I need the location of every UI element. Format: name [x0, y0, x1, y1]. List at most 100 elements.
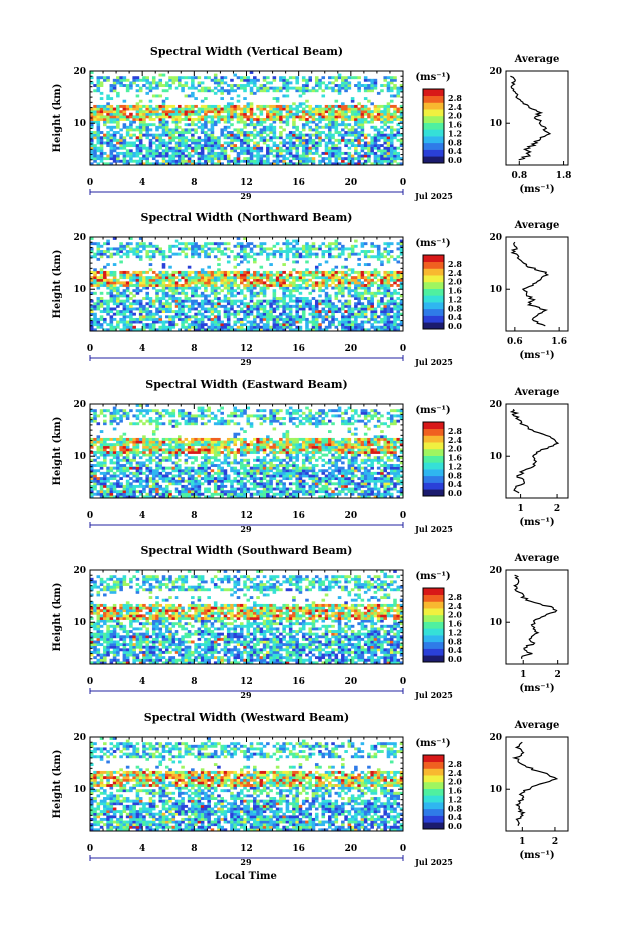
heatmap-cell	[135, 104, 140, 108]
heatmap-cell	[337, 310, 342, 314]
heatmap-cell	[256, 323, 260, 327]
heatmap-cell	[90, 118, 94, 121]
heatmap-cell	[311, 297, 316, 300]
heatmap-cell	[236, 76, 241, 80]
heatmap-cell	[262, 474, 267, 478]
heatmap-cell	[305, 490, 309, 494]
heatmap-cell	[230, 136, 234, 140]
heatmap-cell	[187, 487, 192, 491]
heatmap-cell	[116, 76, 120, 80]
heatmap-cell	[168, 310, 172, 314]
heatmap-cell	[292, 146, 296, 150]
heatmap-cell	[93, 302, 97, 306]
heatmap-cell	[308, 104, 313, 108]
heatmap-cell	[266, 146, 270, 150]
heatmap-cell	[112, 297, 117, 300]
heatmap-cell	[204, 123, 208, 127]
heatmap-cell	[347, 115, 352, 119]
heatmap-cell	[161, 157, 166, 161]
heatmap-cell	[171, 294, 176, 298]
heatmap-cell	[194, 317, 198, 321]
heatmap-cell	[220, 273, 224, 277]
heatmap-cell	[158, 307, 163, 311]
heatmap-cell	[90, 141, 94, 145]
heatmap-cell	[301, 250, 306, 253]
heatmap-cell	[207, 315, 211, 319]
heatmap-cell	[191, 281, 195, 285]
heatmap-cell	[164, 112, 169, 116]
heatmap-cell	[223, 104, 228, 108]
heatmap-cell	[99, 157, 104, 161]
heatmap-cell	[282, 320, 286, 324]
heatmap-cell	[373, 479, 378, 483]
heatmap-cell	[194, 250, 198, 253]
heatmap-cell	[112, 157, 117, 161]
heatmap-cell	[204, 252, 208, 256]
heatmap-cell	[164, 474, 169, 478]
heatmap-cell	[109, 107, 114, 111]
heatmap-cell	[266, 81, 270, 85]
heatmap-cell	[194, 471, 198, 475]
heatmap-cell	[135, 270, 140, 274]
heatmap-cell	[269, 310, 273, 314]
heatmap-cell	[301, 492, 306, 496]
heatmap-cell	[184, 244, 189, 248]
heatmap-cell	[129, 307, 133, 311]
heatmap-cell	[210, 273, 215, 277]
heatmap-cell	[360, 110, 365, 114]
heatmap-cell	[243, 115, 247, 119]
heatmap-cell	[363, 159, 368, 163]
heatmap-cell	[301, 128, 306, 132]
heatmap-cell	[112, 281, 117, 285]
heatmap-cell	[328, 81, 332, 85]
heatmap-cell	[145, 315, 149, 319]
heatmap-cell	[350, 104, 355, 108]
heatmap-cell	[269, 138, 273, 142]
heatmap-cell	[164, 255, 169, 259]
heatmap-cell	[99, 482, 104, 486]
heatmap-cell	[99, 323, 104, 327]
heatmap-cell	[90, 120, 94, 124]
heatmap-cell	[383, 107, 387, 111]
heatmap-cell	[191, 133, 195, 137]
heatmap-cell	[288, 482, 293, 486]
heatmap-cell	[109, 490, 114, 494]
heatmap-cell	[181, 286, 185, 290]
heatmap-cell	[230, 276, 234, 280]
heatmap-cell	[314, 141, 319, 145]
heatmap-cell	[200, 154, 205, 158]
heatmap-cell	[178, 471, 182, 475]
heatmap-cell	[295, 490, 299, 494]
heatmap-cell	[164, 110, 169, 114]
heatmap-cell	[187, 157, 192, 161]
heatmap-cell	[259, 250, 264, 253]
heatmap-cell	[96, 136, 101, 140]
heatmap-cell	[187, 247, 192, 251]
heatmap-cell	[288, 162, 293, 166]
heatmap-cell	[373, 86, 378, 90]
heatmap-cell	[256, 89, 260, 93]
heatmap-cell	[357, 144, 361, 148]
heatmap-cell	[112, 81, 117, 85]
heatmap-cell	[119, 255, 123, 259]
heatmap-cell	[112, 477, 117, 481]
heatmap-cell	[125, 86, 130, 90]
heatmap-cell	[347, 123, 352, 127]
heatmap-cell	[262, 107, 267, 111]
heatmap-cell	[275, 104, 280, 108]
heatmap-cell	[119, 328, 123, 332]
heatmap-cell	[288, 159, 293, 163]
heatmap-cell	[275, 307, 280, 311]
heatmap-cell	[207, 76, 211, 80]
heatmap-cell	[178, 149, 182, 153]
heatmap-cell	[305, 104, 309, 108]
heatmap-cell	[334, 255, 339, 259]
heatmap-cell	[178, 284, 182, 287]
heatmap-cell	[367, 84, 371, 87]
heatmap-cell	[132, 128, 136, 132]
day-label: 29	[240, 357, 252, 367]
heatmap-cell	[142, 112, 146, 116]
heatmap-cell	[151, 323, 156, 327]
heatmap-cell	[380, 320, 384, 324]
heatmap-cell	[344, 138, 348, 142]
